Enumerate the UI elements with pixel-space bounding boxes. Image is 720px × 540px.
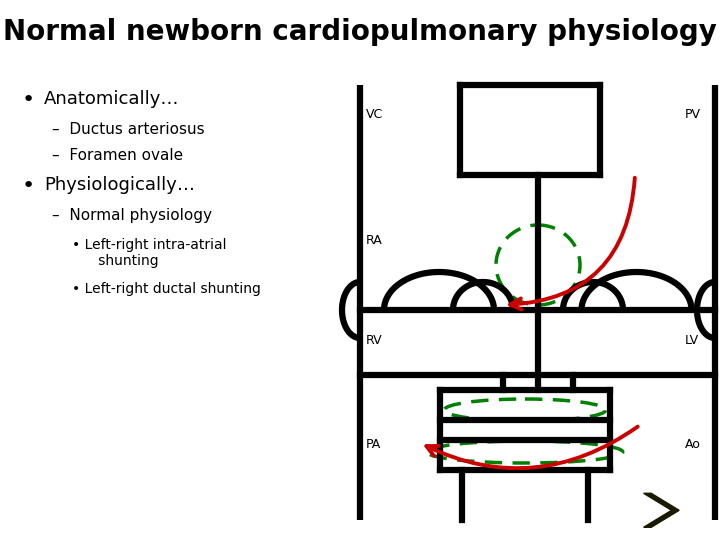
Text: RV: RV — [366, 334, 382, 347]
Text: Anatomically…: Anatomically… — [44, 90, 179, 108]
Text: –  Ductus arteriosus: – Ductus arteriosus — [52, 122, 204, 137]
Text: Physiologically…: Physiologically… — [44, 176, 195, 194]
Text: •: • — [22, 90, 35, 110]
Text: PV: PV — [685, 109, 701, 122]
Polygon shape — [644, 494, 679, 527]
Text: VC: VC — [366, 109, 383, 122]
Text: PA: PA — [366, 438, 382, 451]
Text: Normal newborn cardiopulmonary physiology: Normal newborn cardiopulmonary physiolog… — [3, 18, 717, 46]
Text: Ao: Ao — [685, 438, 701, 451]
Text: LV: LV — [685, 334, 699, 347]
Text: • Left-right ductal shunting: • Left-right ductal shunting — [72, 282, 261, 296]
Text: • Left-right intra-atrial
      shunting: • Left-right intra-atrial shunting — [72, 238, 227, 268]
Text: •: • — [22, 176, 35, 196]
Text: –  Normal physiology: – Normal physiology — [52, 208, 212, 223]
Text: RA: RA — [366, 233, 383, 246]
Text: –  Foramen ovale: – Foramen ovale — [52, 148, 183, 163]
